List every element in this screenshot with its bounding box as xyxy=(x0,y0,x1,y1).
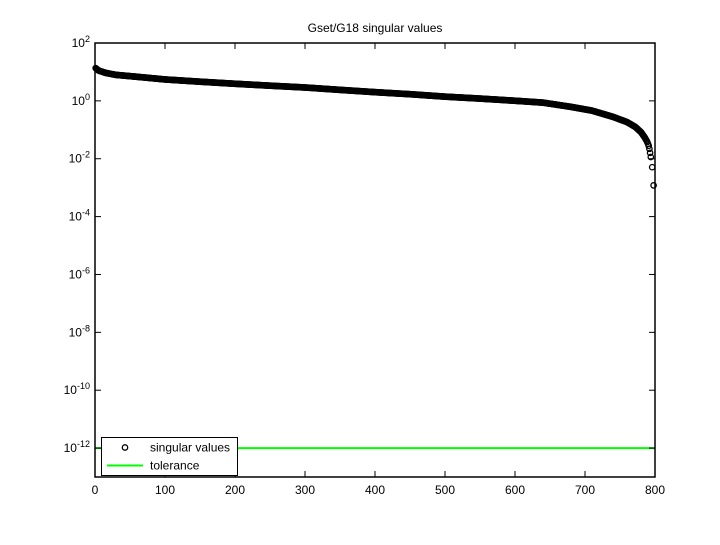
x-tick-label: 500 xyxy=(435,483,455,497)
x-tick-label: 0 xyxy=(92,483,99,497)
x-tick-label: 200 xyxy=(225,483,245,497)
singular-value-marker xyxy=(647,153,655,161)
y-tick-label: 10-10 xyxy=(64,381,90,397)
y-tick-label: 102 xyxy=(72,34,90,50)
y-tick-label: 100 xyxy=(72,92,90,108)
x-tick-label: 300 xyxy=(295,483,315,497)
y-tick-label: 10-8 xyxy=(69,323,90,339)
x-tick-label: 600 xyxy=(505,483,525,497)
legend-box xyxy=(101,437,238,476)
y-tick-label: 10-2 xyxy=(69,150,90,166)
plot-area xyxy=(95,43,655,477)
singular-value-marker xyxy=(645,142,653,150)
x-tick-label: 700 xyxy=(575,483,595,497)
singular-value-marker xyxy=(646,149,654,157)
x-tick-label: 800 xyxy=(645,483,665,497)
singular-value-marker xyxy=(650,182,657,189)
chart-title: Gset/G18 singular values xyxy=(308,21,443,35)
y-tick-label: 10-4 xyxy=(69,208,90,224)
singular-value-marker xyxy=(646,145,653,153)
legend-label: tolerance xyxy=(150,459,200,473)
axis-ticks xyxy=(94,42,656,477)
x-tick-label: 400 xyxy=(365,483,385,497)
x-tick-labels: 0 100 200 300 400 500 600 700 800 xyxy=(92,483,666,497)
x-tick-label: 100 xyxy=(155,483,175,497)
legend-label: singular values xyxy=(150,441,230,455)
y-tick-label: 10-6 xyxy=(69,265,90,281)
legend: singular values tolerance xyxy=(101,437,238,476)
legend-marker-circle xyxy=(121,444,129,451)
y-tick-labels: 102 100 10-2 10-4 10-6 10-8 10-10 10-12 xyxy=(64,34,90,455)
singular-values-series xyxy=(92,64,657,189)
y-tick-label: 10-12 xyxy=(64,439,90,455)
